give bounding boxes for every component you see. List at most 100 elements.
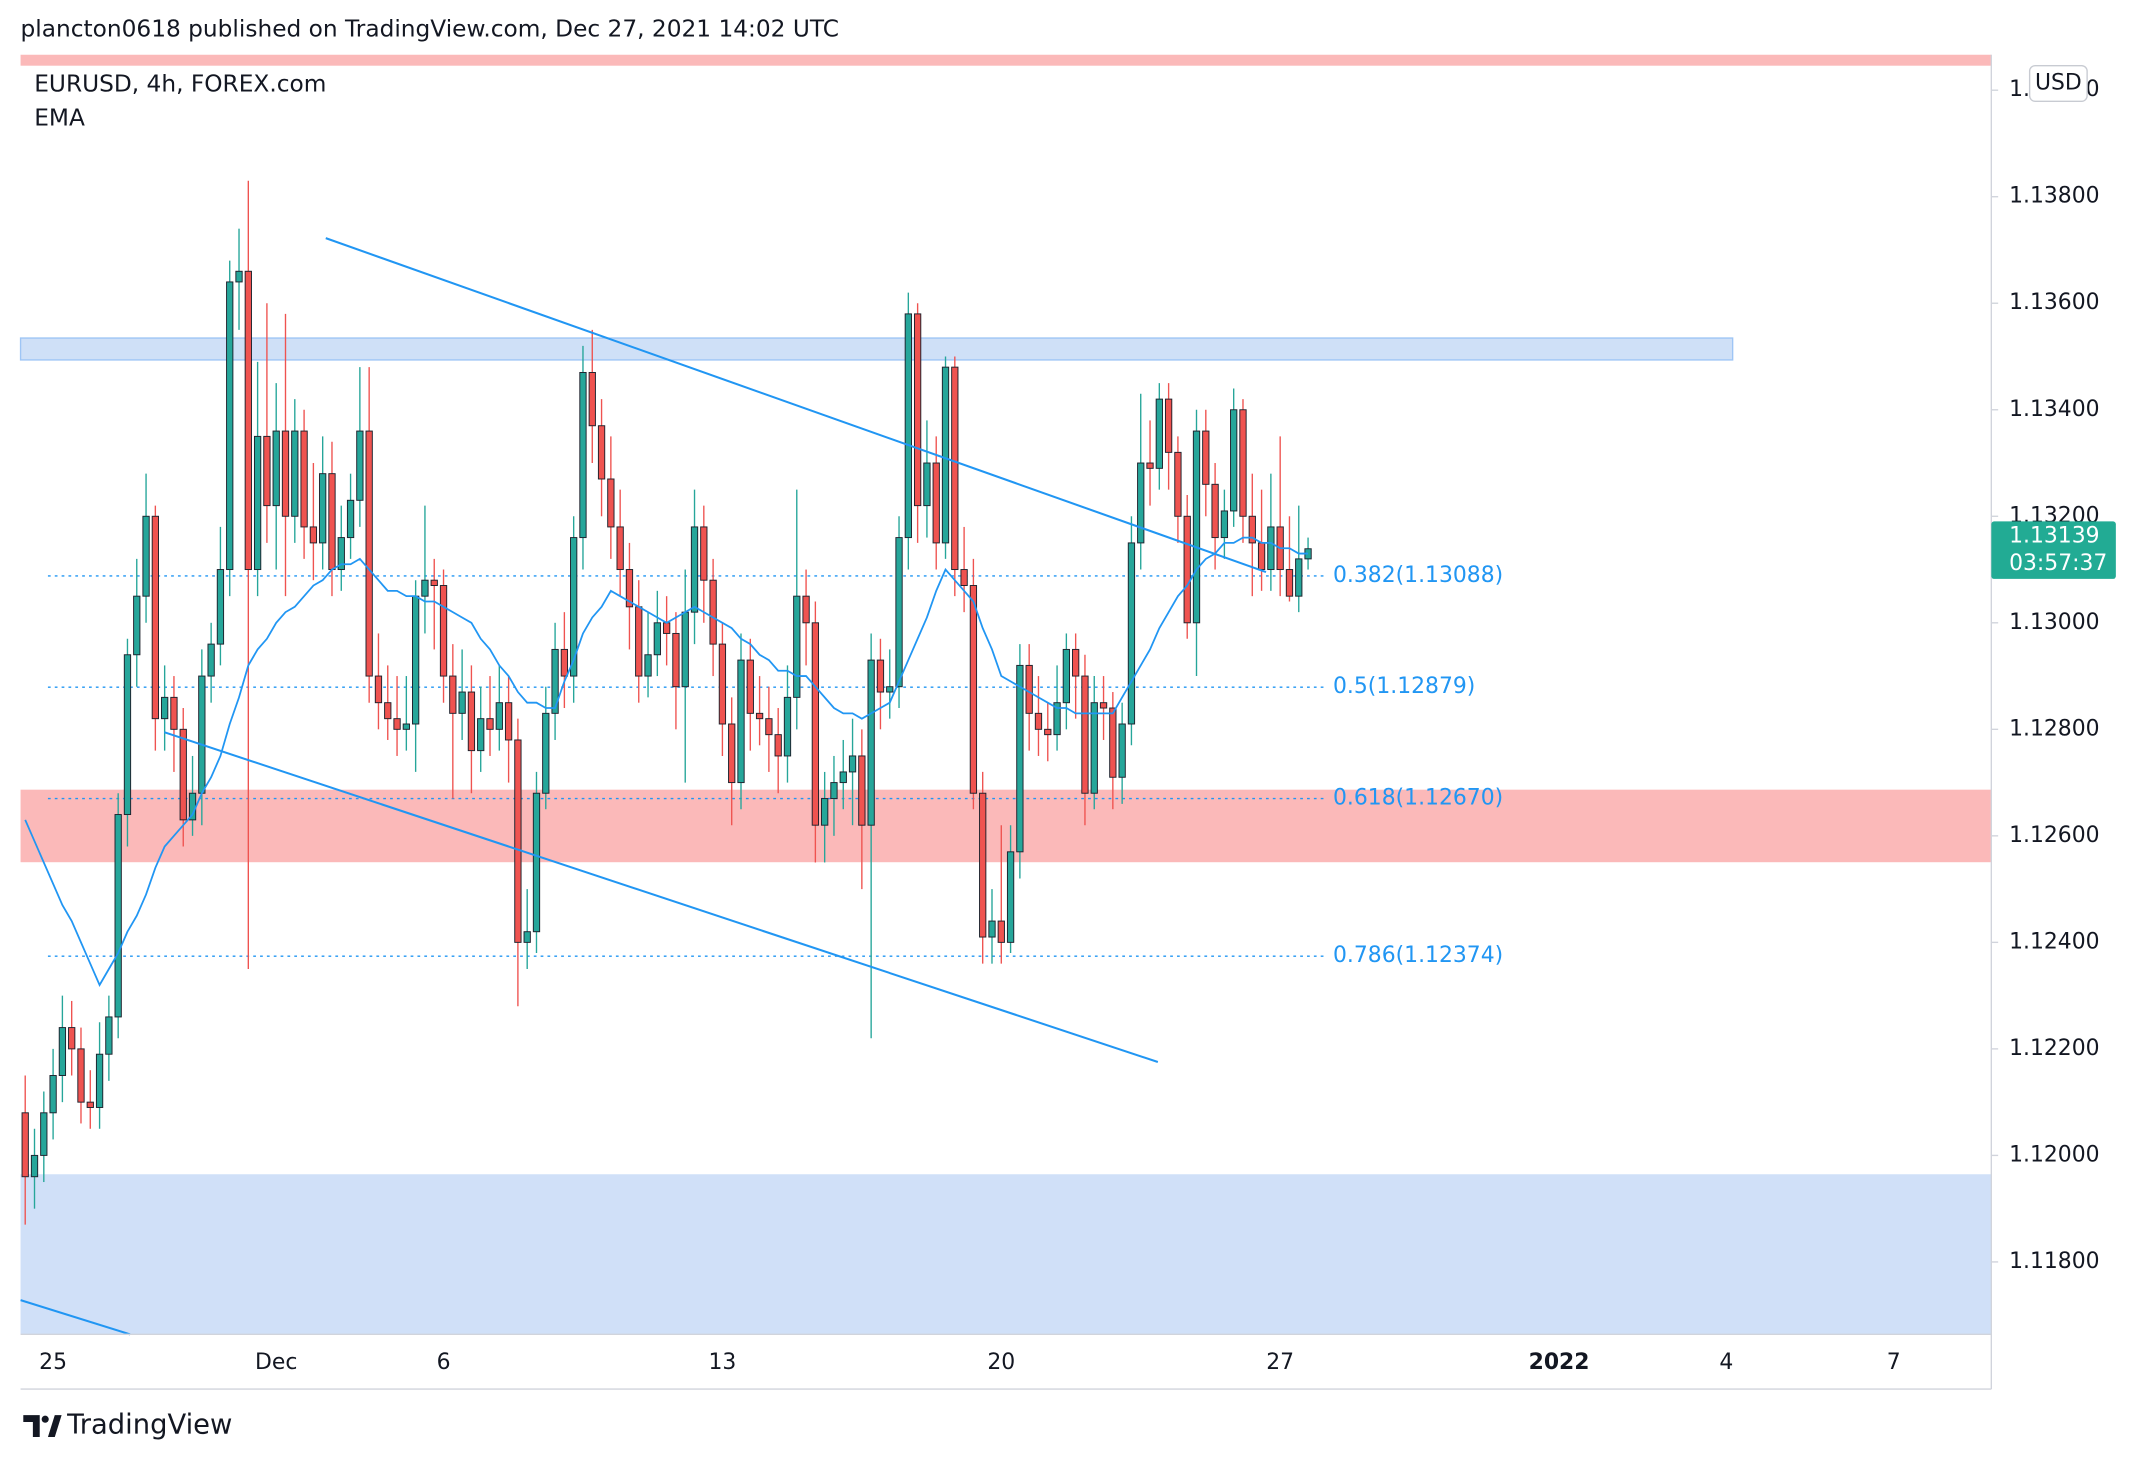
candle-body [356, 430, 364, 501]
candle-body [77, 1048, 85, 1103]
candle-body [393, 718, 401, 730]
candle-body [244, 270, 252, 571]
zone-demand [20, 789, 1992, 863]
candle-body [635, 606, 643, 677]
candle-body [913, 313, 922, 507]
y-tick-label: 1.11800 [2009, 1249, 2099, 1274]
candle-body [198, 675, 206, 794]
candle-body [821, 798, 829, 826]
x-tick-label: Dec [255, 1350, 297, 1375]
candle-body [1267, 526, 1275, 571]
candle-body [21, 1112, 29, 1178]
ema-legend: EMA [34, 105, 85, 132]
fib-label: 0.618(1.12670) [1333, 786, 1503, 811]
ema-line [24, 536, 1309, 987]
candle-body [1053, 702, 1061, 736]
candle-body [1006, 851, 1015, 943]
candle-body [737, 659, 745, 784]
candle-body [319, 473, 327, 544]
y-tick-label: 1.13600 [2009, 290, 2099, 315]
candle-body [960, 569, 968, 586]
candle-body [1183, 515, 1191, 624]
candle-body [1295, 558, 1303, 597]
candle-body [932, 462, 940, 544]
fib-label: 0.786(1.12374) [1333, 943, 1503, 968]
candle-body [142, 515, 150, 597]
candle-body [1174, 451, 1182, 517]
candle-body [1248, 515, 1256, 544]
candle-body [253, 435, 262, 571]
candle-body [86, 1101, 94, 1108]
candle-body [523, 931, 531, 943]
candle-body [774, 734, 782, 757]
candle-body [133, 595, 141, 656]
candle-body [570, 537, 578, 677]
candle-body [951, 366, 959, 571]
candle-body [402, 723, 410, 730]
candle-body [439, 585, 448, 677]
candle-body [58, 1027, 67, 1076]
candle-body [681, 611, 689, 688]
y-tick-label: 1.12000 [2009, 1142, 2099, 1167]
candle-body [616, 526, 624, 571]
candle-body [504, 702, 513, 741]
fib-label: 0.5(1.12879) [1333, 674, 1475, 699]
candle-body [988, 920, 996, 938]
candle-body [1164, 398, 1173, 453]
candle-body [328, 473, 336, 571]
candle-body [690, 526, 699, 613]
candle-body [412, 595, 420, 725]
candle-body [114, 814, 122, 1018]
candle-body [226, 281, 234, 571]
candle-body [1257, 542, 1266, 571]
candle-body [755, 712, 764, 720]
currency-badge [2028, 65, 2088, 102]
candle-body [1211, 483, 1219, 539]
candle-body [709, 579, 717, 645]
plot: 0.382(1.13088) 0.5(1.12879) 0.618(1.12670)… [21, 180, 1503, 1225]
candle-body [765, 718, 773, 736]
candle-body [941, 366, 950, 544]
candle-body [1127, 542, 1136, 725]
candle-body [1072, 648, 1080, 677]
candle-body [1081, 675, 1089, 794]
x-tick-label: 7 [1887, 1350, 1901, 1375]
candle-body [374, 675, 383, 704]
candle-body [886, 686, 894, 693]
candle-body [1016, 664, 1024, 853]
trend-line [20, 1299, 131, 1336]
candle-body [1146, 462, 1154, 469]
candle-body [597, 425, 606, 480]
candle-body [1062, 648, 1071, 704]
candle-body [449, 675, 457, 714]
candle-body [346, 499, 355, 539]
candle-body [923, 462, 931, 507]
candle-body [281, 430, 290, 517]
logo-mark [23, 1415, 40, 1438]
candle-body [337, 537, 345, 571]
candle-body [105, 1016, 113, 1055]
candle-body [644, 654, 652, 677]
candle-body [876, 659, 885, 693]
footer-brand: TradingView [66, 1410, 232, 1441]
zone-supply [19, 337, 1734, 361]
candle-body [458, 691, 466, 714]
zone-bottom [20, 1174, 1992, 1335]
zone-top [20, 54, 1992, 66]
candle-body [997, 920, 1005, 943]
logo-mark [47, 1415, 62, 1438]
candle-body [1220, 510, 1229, 539]
candle-body [68, 1027, 76, 1050]
candle-body [170, 696, 178, 730]
currency: USD [2035, 70, 2082, 95]
price-badge [1991, 521, 2116, 579]
candle-body [1285, 569, 1294, 597]
candle-body [904, 313, 912, 539]
candle-body [216, 569, 225, 645]
candle-body [365, 430, 373, 677]
candle-body [560, 648, 569, 677]
candle-body [532, 792, 541, 933]
candle-body [979, 792, 987, 938]
candle-body [839, 771, 847, 784]
